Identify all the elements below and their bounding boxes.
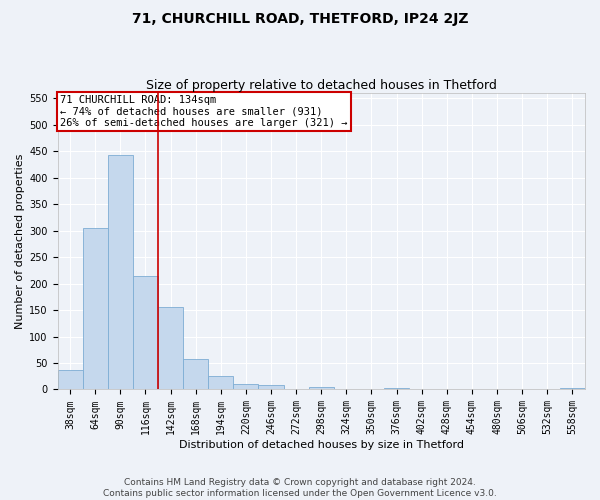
Bar	[308, 387, 334, 390]
Bar	[208, 376, 233, 390]
Bar	[108, 155, 133, 390]
Bar	[133, 276, 158, 390]
Bar	[58, 370, 83, 390]
Bar	[158, 308, 183, 390]
Bar	[233, 384, 259, 390]
X-axis label: Distribution of detached houses by size in Thetford: Distribution of detached houses by size …	[179, 440, 464, 450]
Text: 71, CHURCHILL ROAD, THETFORD, IP24 2JZ: 71, CHURCHILL ROAD, THETFORD, IP24 2JZ	[132, 12, 468, 26]
Bar	[183, 359, 208, 390]
Bar	[259, 385, 284, 390]
Bar	[384, 388, 409, 390]
Text: 71 CHURCHILL ROAD: 134sqm
← 74% of detached houses are smaller (931)
26% of semi: 71 CHURCHILL ROAD: 134sqm ← 74% of detac…	[60, 94, 347, 128]
Text: Contains HM Land Registry data © Crown copyright and database right 2024.
Contai: Contains HM Land Registry data © Crown c…	[103, 478, 497, 498]
Y-axis label: Number of detached properties: Number of detached properties	[15, 154, 25, 329]
Bar	[560, 388, 585, 390]
Title: Size of property relative to detached houses in Thetford: Size of property relative to detached ho…	[146, 79, 497, 92]
Bar	[83, 228, 108, 390]
